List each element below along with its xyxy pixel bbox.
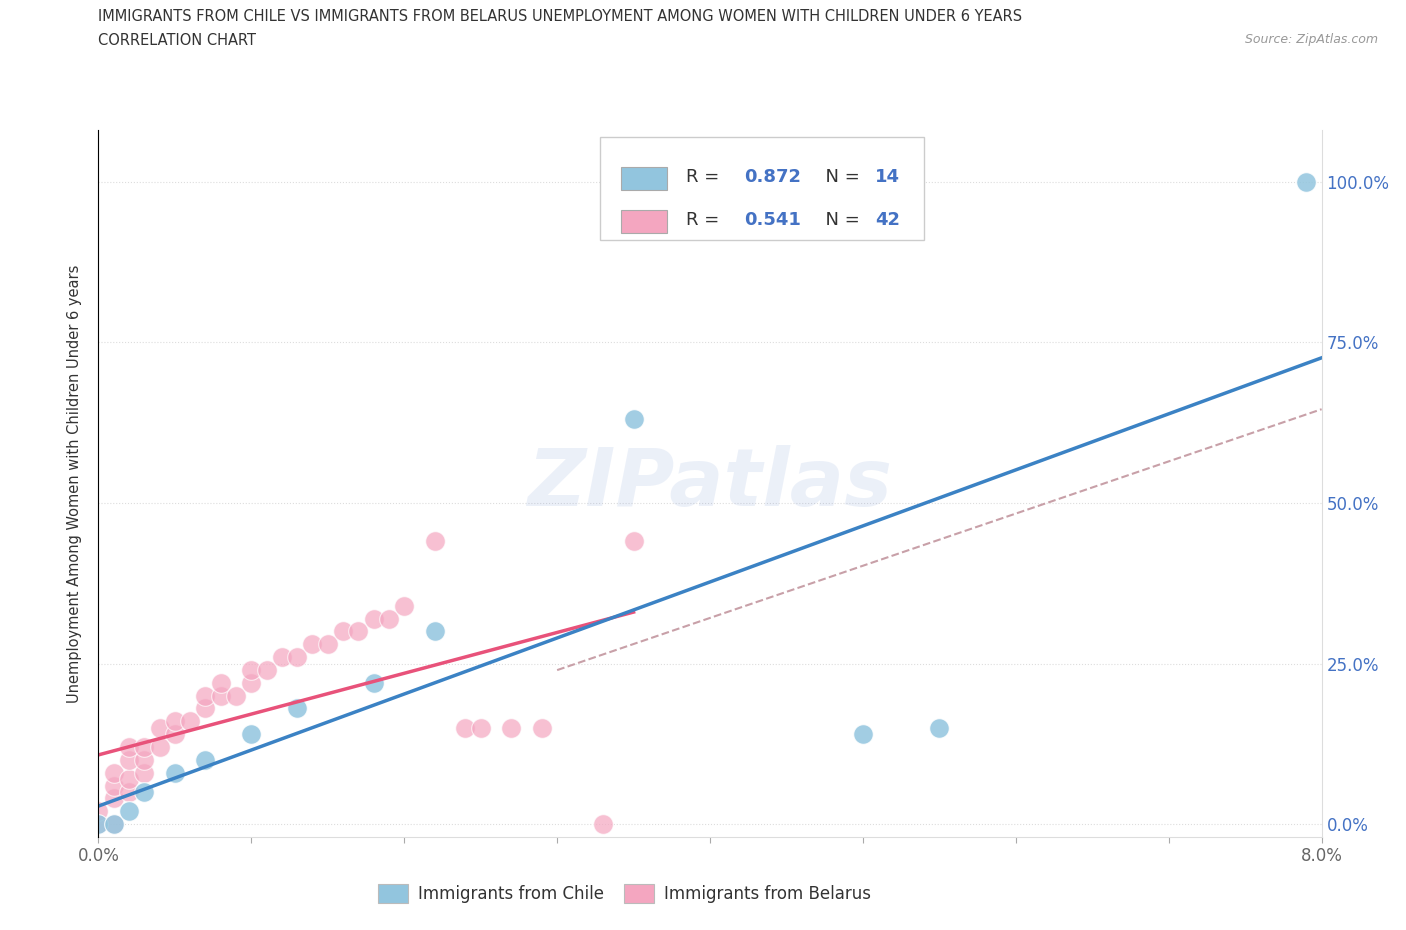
Point [454,721,477,736]
Text: N =: N = [814,210,866,229]
Point [118,772,141,787]
Point [332,624,354,639]
Text: R =: R = [686,210,724,229]
Point [240,675,263,690]
Y-axis label: Unemployment Among Women with Children Under 6 years: Unemployment Among Women with Children U… [67,264,83,703]
Point [270,650,294,665]
Point [378,611,401,626]
Point [118,739,141,754]
Point [149,739,172,754]
Point [240,662,263,677]
Point [194,701,217,716]
Point [530,721,553,736]
Text: 0.872: 0.872 [744,167,801,186]
Point [134,765,156,780]
Point [392,598,416,613]
Point [470,721,492,736]
Point [623,412,645,427]
Point [118,804,141,818]
Point [103,765,125,780]
Point [194,752,217,767]
Point [852,726,875,741]
Point [592,817,614,831]
Point [87,817,110,831]
Point [301,637,323,652]
Point [501,721,523,736]
Point [285,650,308,665]
Point [163,765,186,780]
Point [209,688,232,703]
Point [118,785,141,800]
Point [1295,174,1317,189]
Point [363,675,385,690]
Point [134,739,156,754]
Text: N =: N = [814,167,866,186]
Point [285,701,308,716]
Point [179,714,201,729]
Text: Source: ZipAtlas.com: Source: ZipAtlas.com [1244,33,1378,46]
Point [87,817,110,831]
Point [347,624,370,639]
Point [194,688,217,703]
Text: CORRELATION CHART: CORRELATION CHART [98,33,256,47]
Point [134,752,156,767]
Point [623,534,645,549]
FancyBboxPatch shape [620,210,668,232]
Point [423,624,446,639]
Point [163,726,186,741]
Point [225,688,247,703]
Point [149,721,172,736]
Point [256,662,278,677]
Point [103,817,125,831]
Legend: Immigrants from Chile, Immigrants from Belarus: Immigrants from Chile, Immigrants from B… [371,877,877,910]
Point [103,817,125,831]
Point [103,778,125,793]
Point [316,637,339,652]
Point [103,791,125,806]
Point [209,675,232,690]
FancyBboxPatch shape [620,167,668,190]
Text: IMMIGRANTS FROM CHILE VS IMMIGRANTS FROM BELARUS UNEMPLOYMENT AMONG WOMEN WITH C: IMMIGRANTS FROM CHILE VS IMMIGRANTS FROM… [98,9,1022,24]
Text: ZIPatlas: ZIPatlas [527,445,893,523]
FancyBboxPatch shape [600,138,924,240]
Point [118,752,141,767]
Text: 14: 14 [875,167,900,186]
Point [87,804,110,818]
Point [240,726,263,741]
Point [134,785,156,800]
Point [363,611,385,626]
Point [163,714,186,729]
Text: 0.541: 0.541 [744,210,801,229]
Point [423,534,446,549]
Text: R =: R = [686,167,724,186]
Text: 42: 42 [875,210,900,229]
Point [928,721,950,736]
